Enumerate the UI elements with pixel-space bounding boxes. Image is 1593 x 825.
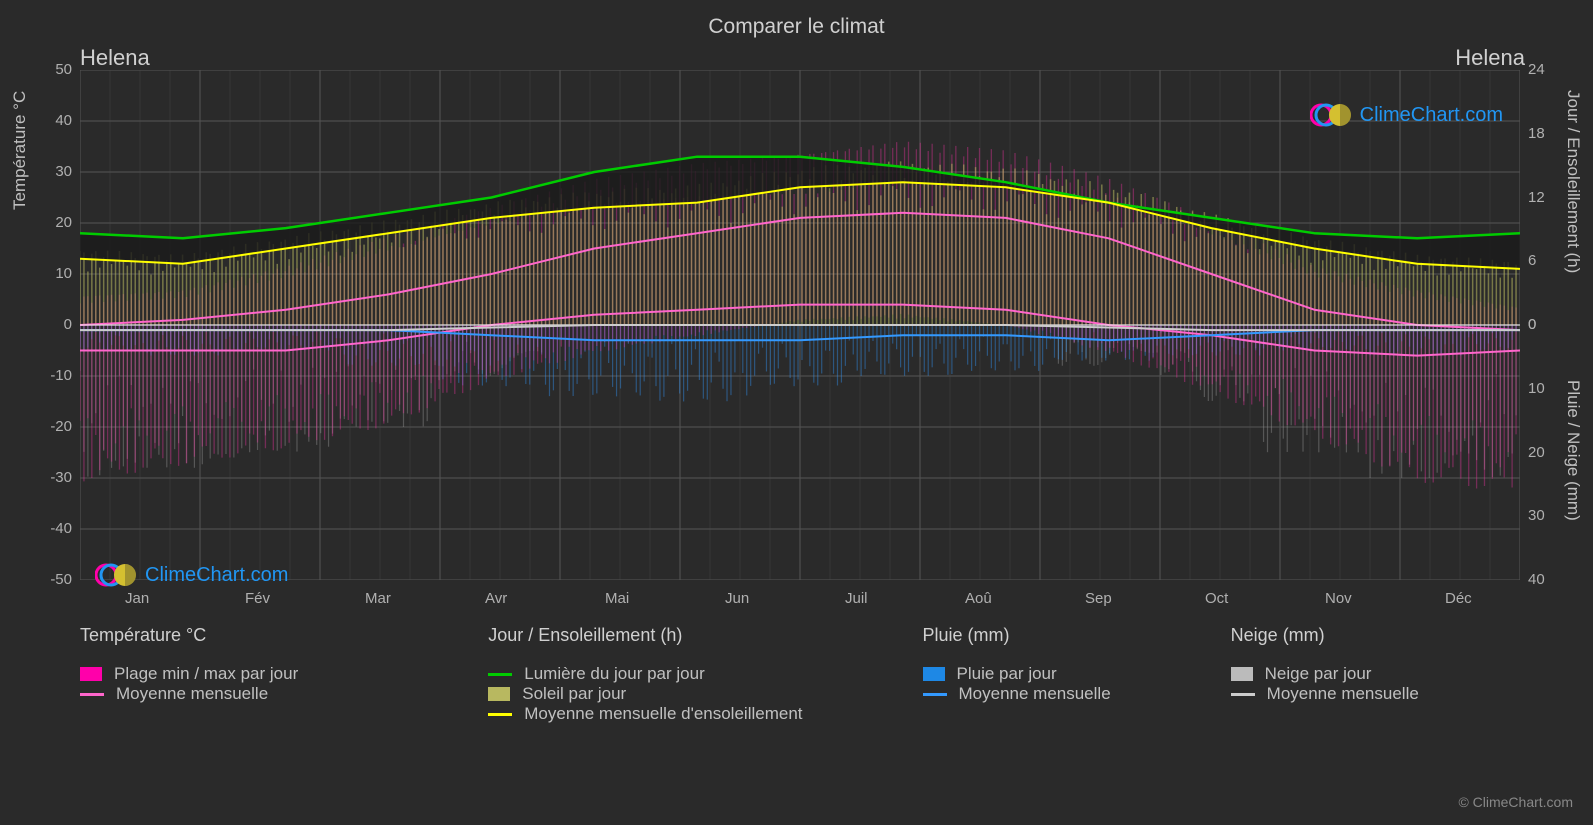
chart-plot <box>80 70 1520 580</box>
y-tick-right-bot: 40 <box>1528 571 1545 588</box>
legend-header: Pluie (mm) <box>923 625 1111 646</box>
legend-label: Moyenne mensuelle <box>1267 684 1419 704</box>
y-tick-right-top: 12 <box>1528 189 1545 206</box>
y-tick-right-top: 24 <box>1528 61 1545 78</box>
y-tick-right-bot: 30 <box>1528 507 1545 524</box>
legend-item: Pluie par jour <box>923 664 1111 684</box>
x-tick-month: Jun <box>725 590 749 607</box>
copyright-text: © ClimeChart.com <box>1458 794 1573 810</box>
x-tick-month: Jan <box>125 590 149 607</box>
y-tick-left: 40 <box>32 112 72 129</box>
x-tick-month: Sep <box>1085 590 1112 607</box>
y-tick-left: 30 <box>32 163 72 180</box>
legend-label: Plage min / max par jour <box>114 664 298 684</box>
x-tick-month: Déc <box>1445 590 1472 607</box>
x-tick-month: Avr <box>485 590 507 607</box>
legend-col-daylight: Jour / Ensoleillement (h) Lumière du jou… <box>488 625 802 724</box>
y-axis-left-label: Température °C <box>10 91 30 210</box>
legend-label: Moyenne mensuelle d'ensoleillement <box>524 704 802 724</box>
x-tick-month: Fév <box>245 590 270 607</box>
x-tick-month: Nov <box>1325 590 1352 607</box>
y-tick-left: 20 <box>32 214 72 231</box>
legend-item: Moyenne mensuelle <box>80 684 298 704</box>
legend-swatch-icon <box>923 667 945 681</box>
watermark-logo-top: ClimeChart.com <box>1310 100 1503 130</box>
legend-swatch-icon <box>488 687 510 701</box>
legend-header: Neige (mm) <box>1231 625 1419 646</box>
x-tick-month: Oct <box>1205 590 1228 607</box>
legend-item: Lumière du jour par jour <box>488 664 802 684</box>
y-tick-left: -40 <box>32 520 72 537</box>
city-label-right: Helena <box>1455 45 1525 71</box>
y-tick-right-top: 6 <box>1528 252 1536 269</box>
x-tick-month: Mar <box>365 590 391 607</box>
y-tick-left: 10 <box>32 265 72 282</box>
legend-swatch-icon <box>80 667 102 681</box>
legend-item: Moyenne mensuelle d'ensoleillement <box>488 704 802 724</box>
y-tick-right-bot: 20 <box>1528 444 1545 461</box>
legend-label: Neige par jour <box>1265 664 1372 684</box>
y-tick-left: -50 <box>32 571 72 588</box>
x-tick-month: Mai <box>605 590 629 607</box>
watermark-text: ClimeChart.com <box>145 564 288 587</box>
y-tick-left: 50 <box>32 61 72 78</box>
y-axis-right-label-bottom: Pluie / Neige (mm) <box>1563 380 1583 521</box>
y-tick-right-bot: 10 <box>1528 380 1545 397</box>
y-tick-left: -20 <box>32 418 72 435</box>
legend-header: Jour / Ensoleillement (h) <box>488 625 802 646</box>
legend-label: Soleil par jour <box>522 684 626 704</box>
legend: Température °C Plage min / max par jourM… <box>80 625 1520 724</box>
legend-label: Pluie par jour <box>957 664 1057 684</box>
legend-swatch-icon <box>1231 667 1253 681</box>
y-tick-left: -30 <box>32 469 72 486</box>
x-tick-month: Juil <box>845 590 868 607</box>
legend-col-temperature: Température °C Plage min / max par jourM… <box>80 625 298 724</box>
legend-line-icon <box>1231 693 1255 696</box>
chart-svg <box>80 70 1520 580</box>
legend-label: Moyenne mensuelle <box>116 684 268 704</box>
legend-line-icon <box>923 693 947 696</box>
legend-col-snow: Neige (mm) Neige par jourMoyenne mensuel… <box>1231 625 1419 724</box>
x-tick-month: Aoû <box>965 590 992 607</box>
y-axis-right-label-top: Jour / Ensoleillement (h) <box>1563 90 1583 273</box>
y-tick-left: 0 <box>32 316 72 333</box>
legend-item: Plage min / max par jour <box>80 664 298 684</box>
y-tick-right-bot: 0 <box>1528 316 1536 333</box>
chart-title: Comparer le climat <box>0 15 1593 39</box>
legend-line-icon <box>488 713 512 716</box>
city-label-left: Helena <box>80 45 150 71</box>
legend-line-icon <box>488 673 512 676</box>
legend-item: Neige par jour <box>1231 664 1419 684</box>
legend-label: Lumière du jour par jour <box>524 664 704 684</box>
watermark-logo-bottom: ClimeChart.com <box>95 560 288 590</box>
legend-item: Moyenne mensuelle <box>923 684 1111 704</box>
legend-item: Moyenne mensuelle <box>1231 684 1419 704</box>
legend-line-icon <box>80 693 104 696</box>
legend-header: Température °C <box>80 625 298 646</box>
y-tick-right-top: 18 <box>1528 125 1545 142</box>
legend-label: Moyenne mensuelle <box>959 684 1111 704</box>
legend-col-rain: Pluie (mm) Pluie par jourMoyenne mensuel… <box>923 625 1111 724</box>
watermark-text: ClimeChart.com <box>1360 104 1503 127</box>
y-tick-left: -10 <box>32 367 72 384</box>
legend-item: Soleil par jour <box>488 684 802 704</box>
